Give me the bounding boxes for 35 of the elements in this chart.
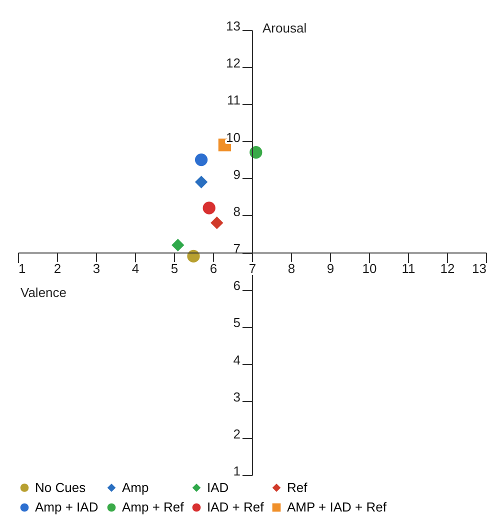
x-tick-label: 4 bbox=[132, 261, 140, 276]
y-tick-label: 1 bbox=[233, 464, 240, 478]
y-tick-label: 7 bbox=[233, 241, 240, 256]
x-tick-label: 8 bbox=[288, 261, 296, 276]
y-tick-label: 10 bbox=[226, 130, 240, 145]
legend-label: IAD + Ref bbox=[207, 500, 264, 514]
legend-label: IAD bbox=[207, 480, 229, 495]
x-tick-label: 10 bbox=[362, 261, 377, 276]
y-tick-label: 3 bbox=[233, 389, 240, 404]
legend-label: Amp bbox=[122, 480, 149, 495]
x-axis-title: Valence bbox=[20, 285, 67, 300]
x-tick-label: 13 bbox=[472, 261, 486, 276]
x-tick-label: 5 bbox=[170, 261, 178, 276]
y-tick-label: 8 bbox=[233, 204, 240, 219]
x-tick-label: 12 bbox=[440, 261, 455, 276]
legend-label: No Cues bbox=[35, 480, 86, 495]
x-tick-label: 9 bbox=[326, 261, 334, 276]
legend-label: Amp + Ref bbox=[122, 500, 184, 514]
x-tick-label: 3 bbox=[92, 261, 100, 276]
y-tick-label: 6 bbox=[233, 278, 240, 294]
y-tick-label: 5 bbox=[233, 315, 240, 330]
x-tick-label: 11 bbox=[402, 261, 416, 276]
y-tick-label: 11 bbox=[227, 92, 240, 108]
legend-label: AMP + IAD + Ref bbox=[287, 500, 387, 514]
legend-label: Amp + IAD bbox=[35, 500, 98, 514]
legend-label: Ref bbox=[287, 480, 308, 495]
y-tick-label: 4 bbox=[233, 352, 240, 368]
x-tick-label: 2 bbox=[54, 261, 62, 276]
x-tick-label: 1 bbox=[18, 261, 26, 276]
x-tick-label: 6 bbox=[210, 261, 218, 276]
y-tick-label: 9 bbox=[233, 166, 240, 182]
y-tick-label: 13 bbox=[226, 18, 240, 34]
y-tick-label: 12 bbox=[226, 56, 240, 71]
y-tick-label: 2 bbox=[233, 426, 240, 442]
y-axis-title: Arousal bbox=[262, 20, 307, 36]
